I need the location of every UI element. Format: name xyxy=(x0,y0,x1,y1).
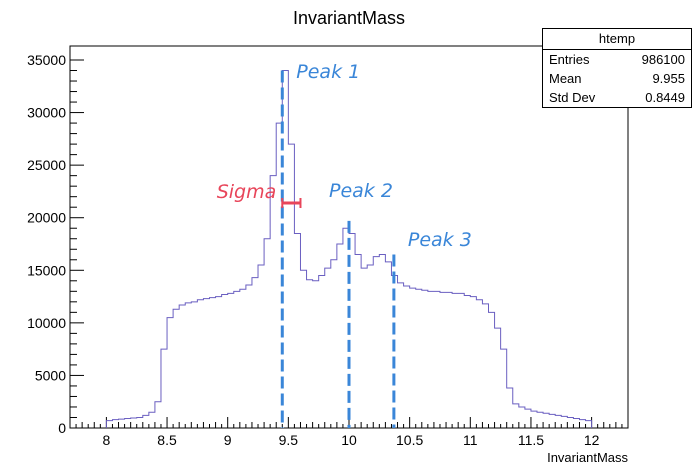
stats-title: htemp xyxy=(543,29,691,50)
y-tick-label: 15000 xyxy=(27,262,66,278)
stats-label: Mean xyxy=(549,71,582,86)
x-tick-label: 11 xyxy=(463,432,478,448)
x-tick-label: 10.5 xyxy=(396,432,423,448)
peak-label: Peak 1 xyxy=(296,61,360,83)
stats-value: 9.955 xyxy=(652,71,685,86)
peak-label: Peak 3 xyxy=(408,229,472,251)
y-tick-label: 10000 xyxy=(27,315,66,331)
x-tick-label: 11.5 xyxy=(518,432,544,448)
x-tick-label: 12 xyxy=(584,432,600,448)
y-tick-label: 5000 xyxy=(35,367,66,383)
x-tick-label: 10 xyxy=(341,432,357,448)
y-tick-label: 0 xyxy=(58,420,66,436)
y-tick-label: 30000 xyxy=(27,105,66,121)
peak-label: Peak 2 xyxy=(329,180,393,202)
sigma-label: Sigma xyxy=(217,181,277,203)
x-axis-label: InvariantMass xyxy=(547,450,628,465)
stats-row-mean: Mean 9.955 xyxy=(543,69,691,88)
x-tick-label: 9 xyxy=(224,432,232,448)
x-tick-label: 8 xyxy=(102,432,110,448)
stats-label: Std Dev xyxy=(549,90,596,105)
stats-box: htemp Entries 986100 Mean 9.955 Std Dev … xyxy=(542,28,692,108)
stats-row-entries: Entries 986100 xyxy=(543,50,691,69)
y-tick-label: 20000 xyxy=(27,210,66,226)
y-tick-label: 35000 xyxy=(27,52,66,68)
y-tick-label: 25000 xyxy=(27,157,66,173)
histogram-series xyxy=(105,70,593,428)
sigma-annotation: Sigma xyxy=(217,181,302,208)
x-tick-label: 9.5 xyxy=(279,432,299,448)
stats-value: 986100 xyxy=(641,52,685,67)
stats-label: Entries xyxy=(549,52,590,67)
y-axis: 0 5000 10000 15000 20000 25000 30000 35000 xyxy=(27,52,84,436)
stats-value: 0.8449 xyxy=(645,90,685,105)
peak-markers: Peak 1 Peak 2 Peak 3 xyxy=(280,61,472,428)
x-axis: 8 8.5 9 9.5 10 10.5 11 11.5 12 xyxy=(75,417,623,448)
stats-row-stddev: Std Dev 0.8449 xyxy=(543,88,691,107)
chart-title: InvariantMass xyxy=(293,8,405,28)
x-tick-label: 8.5 xyxy=(157,432,177,448)
